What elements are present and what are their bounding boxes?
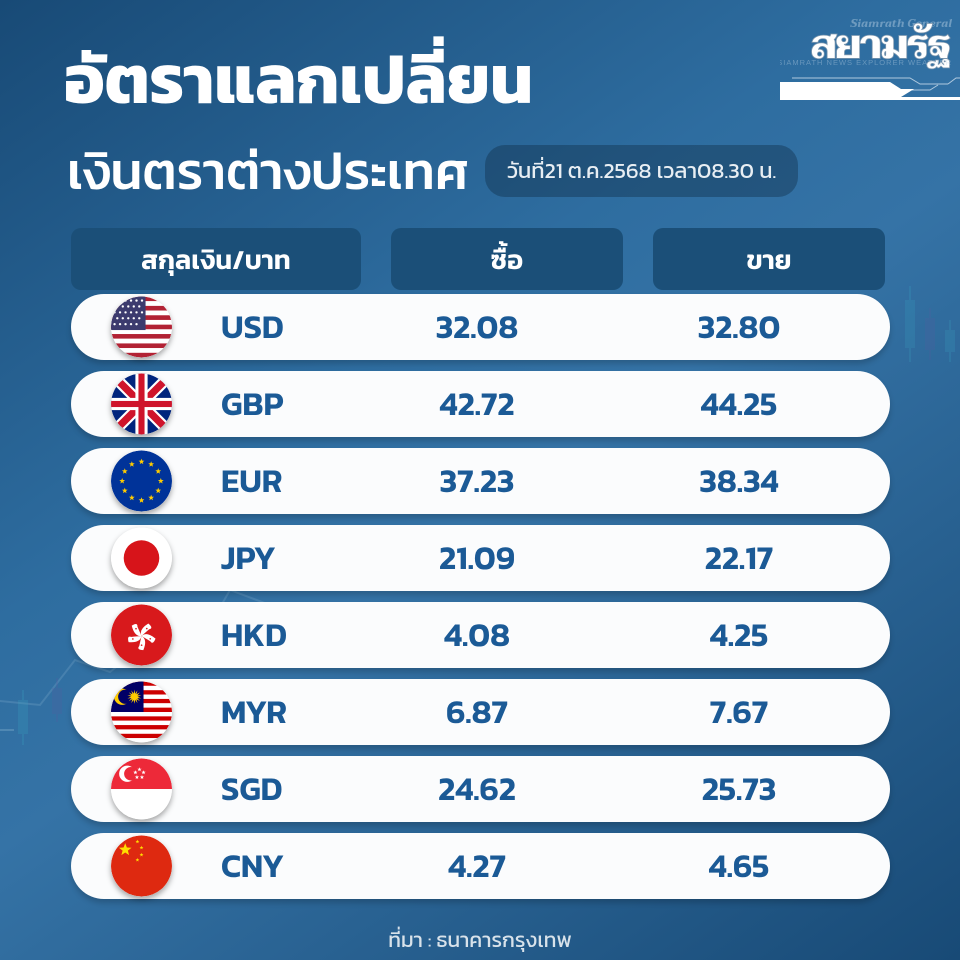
svg-text:สยามรัฐ: สยามรัฐ bbox=[811, 12, 950, 80]
svg-text:SIAMRATH NEWS EXPLORER WEAT: SIAMRATH NEWS EXPLORER WEATHER bbox=[780, 58, 952, 67]
